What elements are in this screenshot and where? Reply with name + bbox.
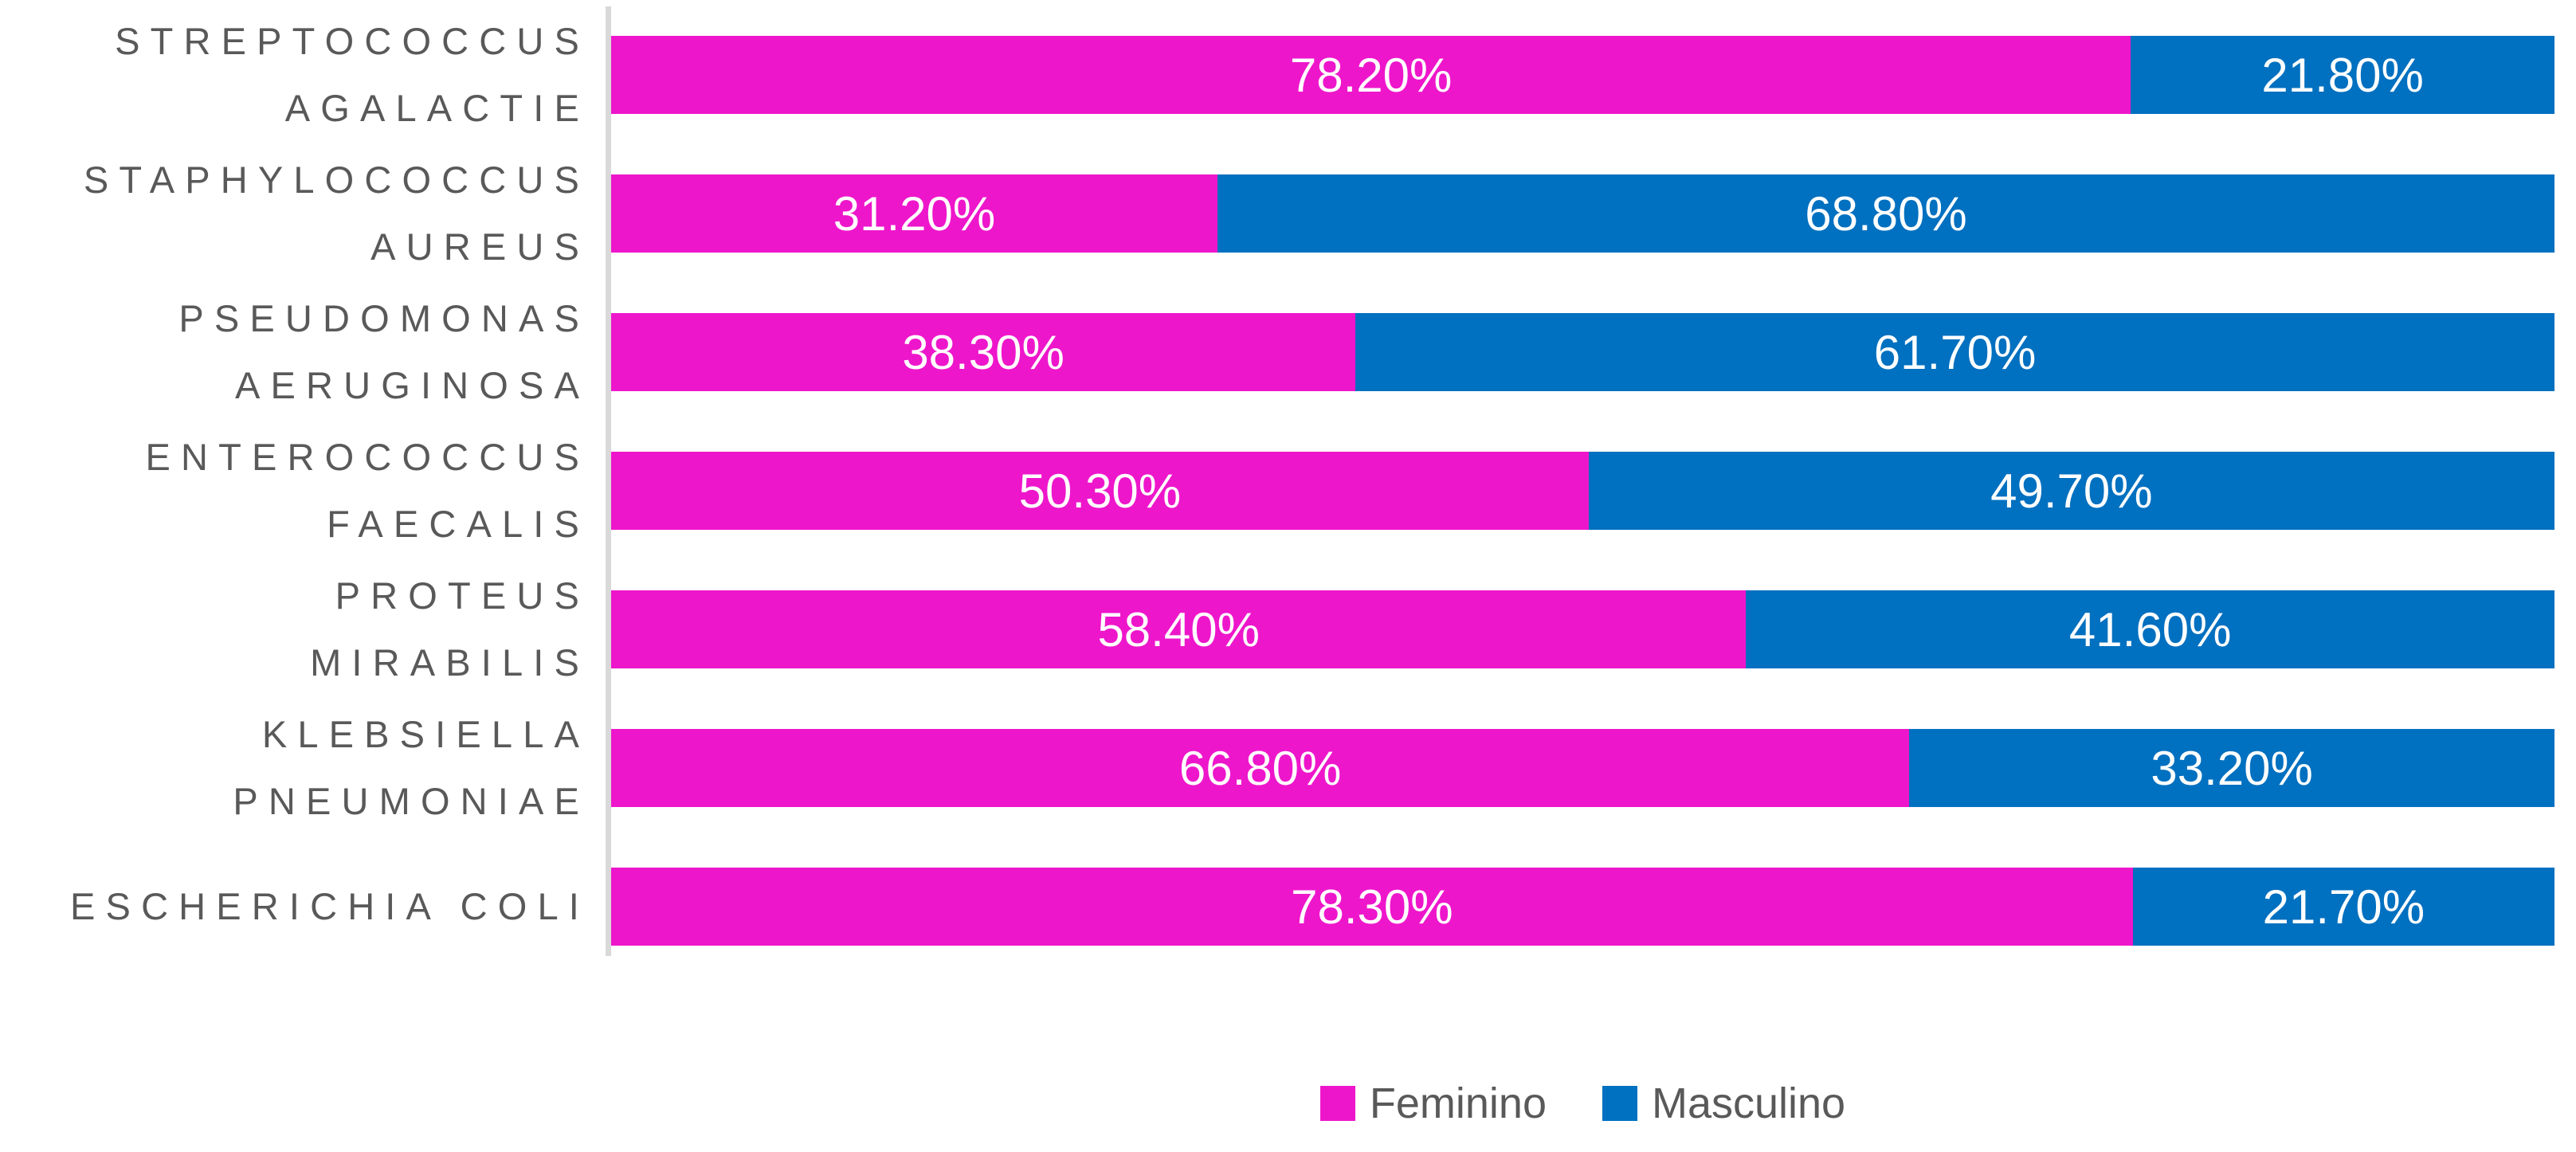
value-label: 66.80%: [1178, 741, 1342, 795]
bar-segment-feminino: 58.40%: [611, 590, 1747, 668]
bar-track: 31.20% 68.80%: [611, 174, 2554, 253]
bar-segment-masculino: 68.80%: [1217, 174, 2554, 253]
bar-track: 38.30% 61.70%: [611, 313, 2554, 391]
bar-segment-feminino: 78.30%: [611, 868, 2133, 946]
value-label: 78.30%: [1291, 880, 1453, 934]
value-label: 21.80%: [2261, 48, 2424, 102]
legend-label: Masculino: [1651, 1080, 1846, 1127]
category-label-line: PNEUMONIAE: [233, 780, 590, 822]
value-label: 61.70%: [1873, 325, 2037, 379]
chart-row: ENTEROCOCCUS FAECALIS 50.30% 49.70%: [0, 421, 2576, 560]
chart-row: PROTEUS MIRABILIS 58.40% 41.60%: [0, 560, 2576, 699]
bar-track: 58.40% 41.60%: [611, 590, 2554, 668]
chart-row: ESCHERICHIA COLI 78.30% 21.70%: [0, 837, 2576, 976]
value-label: 49.70%: [1990, 464, 2153, 518]
bar-track: 78.30% 21.70%: [611, 868, 2554, 946]
category-label-line: AERUGINOSA: [235, 364, 590, 406]
chart-row: KLEBSIELLA PNEUMONIAE 66.80% 33.20%: [0, 699, 2576, 837]
bar-segment-masculino: 61.70%: [1355, 313, 2554, 391]
bar-segment-masculino: 41.60%: [1746, 590, 2554, 668]
value-label: 58.40%: [1097, 602, 1260, 656]
legend-item-feminino: Feminino: [1319, 1079, 1547, 1128]
category-label-line: STREPTOCOCCUS: [115, 20, 590, 62]
chart-row: PSEUDOMONAS AERUGINOSA 38.30% 61.70%: [0, 283, 2576, 421]
category-label-line: ESCHERICHIA COLI: [70, 885, 590, 927]
legend-label: Feminino: [1369, 1080, 1547, 1127]
category-label-line: KLEBSIELLA: [261, 713, 590, 755]
bar-segment-feminino: 38.30%: [611, 313, 1356, 391]
legend-swatch-masculino: [1602, 1086, 1637, 1121]
legend-item-masculino: Masculino: [1602, 1079, 1845, 1128]
category-label-line: STAPHYLOCOCCUS: [83, 159, 590, 201]
bar-segment-masculino: 33.20%: [1909, 729, 2554, 807]
plot-area: STREPTOCOCCUS AGALACTIE 78.20% 21.80% STAPHY…: [0, 6, 2576, 976]
category-label: PSEUDOMONAS AERUGINOSA: [0, 285, 590, 419]
bar-segment-feminino: 78.20%: [611, 36, 2131, 114]
value-label: 41.60%: [2068, 602, 2232, 656]
value-label: 78.20%: [1289, 48, 1453, 102]
category-label-line: PSEUDOMONAS: [178, 297, 590, 339]
chart-row: STREPTOCOCCUS AGALACTIE 78.20% 21.80%: [0, 6, 2576, 144]
value-label: 21.70%: [2262, 880, 2425, 934]
category-label: PROTEUS MIRABILIS: [0, 562, 590, 696]
category-label: KLEBSIELLA PNEUMONIAE: [0, 701, 590, 835]
category-axis-line: [606, 6, 611, 956]
category-label-line: ENTEROCOCCUS: [145, 436, 590, 478]
category-label-line: AUREUS: [371, 225, 590, 268]
chart-row: STAPHYLOCOCCUS AUREUS 31.20% 68.80%: [0, 144, 2576, 283]
legend: Feminino Masculino: [611, 1060, 2554, 1147]
bar-track: 66.80% 33.20%: [611, 729, 2554, 807]
value-label: 33.20%: [2151, 741, 2313, 795]
bar-segment-feminino: 31.20%: [611, 174, 1217, 253]
category-label-line: MIRABILIS: [310, 641, 590, 684]
value-label: 50.30%: [1018, 464, 1182, 518]
category-label: STREPTOCOCCUS AGALACTIE: [0, 8, 590, 142]
bar-segment-feminino: 50.30%: [611, 452, 1589, 530]
value-label: 31.20%: [833, 186, 996, 241]
bar-segment-feminino: 66.80%: [611, 729, 1910, 807]
category-label: STAPHYLOCOCCUS AUREUS: [0, 147, 590, 280]
category-label: ENTEROCOCCUS FAECALIS: [0, 424, 590, 558]
value-label: 38.30%: [902, 325, 1065, 379]
value-label: 68.80%: [1805, 186, 1967, 241]
bar-segment-masculino: 21.80%: [2131, 36, 2554, 114]
bar-track: 78.20% 21.80%: [611, 36, 2554, 114]
category-label-line: AGALACTIE: [284, 87, 590, 129]
category-label-line: PROTEUS: [335, 574, 590, 617]
legend-swatch-feminino: [1319, 1086, 1355, 1121]
category-label: ESCHERICHIA COLI: [0, 873, 590, 940]
bar-segment-masculino: 21.70%: [2132, 868, 2554, 946]
category-label-line: FAECALIS: [327, 503, 590, 545]
bar-segment-masculino: 49.70%: [1588, 452, 2554, 530]
bar-track: 50.30% 49.70%: [611, 452, 2554, 530]
